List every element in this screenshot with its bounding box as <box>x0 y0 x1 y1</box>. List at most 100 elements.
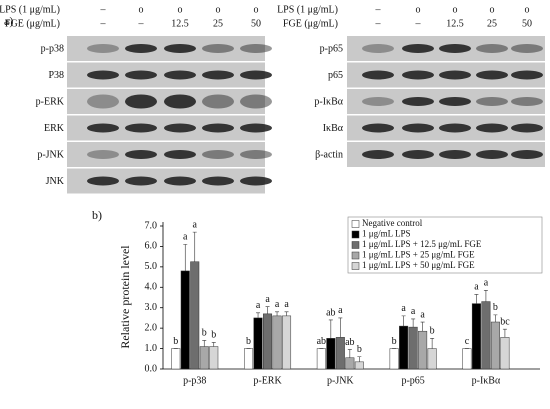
significance-letter: a <box>284 299 289 310</box>
significance-letter: ab <box>317 336 326 347</box>
bar <box>418 330 428 370</box>
error-bar <box>483 290 488 302</box>
error-bar <box>411 318 416 328</box>
legend-swatch <box>351 241 360 249</box>
blot-band <box>125 70 157 80</box>
error-bar <box>401 315 406 327</box>
blot-band <box>511 70 543 80</box>
error-bar <box>211 342 216 347</box>
blot-band <box>125 44 157 53</box>
bar <box>471 303 481 370</box>
y-tick-label: 5.0 <box>145 261 158 272</box>
lps-symbol: o <box>216 4 221 15</box>
blot-band <box>402 97 434 106</box>
significance-letter: b <box>493 302 498 313</box>
y-axis-label: Relative protein level <box>118 245 132 349</box>
bar <box>326 338 336 370</box>
bar <box>490 321 500 370</box>
blot-band <box>476 44 508 53</box>
error-bar <box>328 319 333 339</box>
fge-symbol: 50 <box>522 18 532 29</box>
bar <box>481 301 491 370</box>
blot-band <box>202 150 234 159</box>
blot-label: p65 <box>328 70 343 81</box>
legend-label: 1 μg/mL LPS <box>362 229 411 239</box>
significance-letter: b <box>357 344 362 355</box>
bar <box>244 348 254 370</box>
x-tick-label: p-p38 <box>183 375 206 386</box>
significance-letter: a <box>420 309 425 320</box>
significance-letter: a <box>256 300 261 311</box>
blot-band <box>476 150 508 159</box>
bar <box>462 348 472 370</box>
blot-label: p-JNK <box>37 149 64 160</box>
error-bar <box>338 317 343 338</box>
bar <box>209 346 219 370</box>
blot-band <box>439 150 471 159</box>
bar <box>500 337 510 370</box>
significance-letter: b <box>173 336 178 347</box>
blot-band <box>362 44 394 53</box>
blot-band <box>87 94 119 109</box>
blot-band <box>125 176 157 186</box>
blot-label: p-IκBα <box>314 96 343 107</box>
blot-band <box>125 94 157 109</box>
fge-symbol: 50 <box>251 18 261 29</box>
legend-label: 1 μg/mL LPS + 50 μg/mL FGE <box>362 260 475 270</box>
blot-band <box>402 123 434 133</box>
x-tick-label: p-ERK <box>253 375 282 386</box>
error-bar <box>420 321 425 332</box>
significance-letter: ab <box>345 337 354 348</box>
panel-label: a) <box>4 14 13 28</box>
bar <box>399 325 409 370</box>
blot-band <box>87 150 119 159</box>
significance-letter: ab <box>326 307 335 318</box>
blot-band <box>439 70 471 80</box>
significance-letter: a <box>474 282 479 293</box>
bar <box>335 337 345 370</box>
error-bar <box>502 328 507 338</box>
bar <box>316 348 326 370</box>
significance-letter: a <box>193 219 198 230</box>
error-bar <box>284 311 289 316</box>
blot-band <box>511 44 543 53</box>
blot-band <box>402 44 434 53</box>
y-tick-label: 7.0 <box>145 220 158 231</box>
bar <box>389 348 399 370</box>
blot-label: p-p38 <box>41 43 64 54</box>
lps-label: LPS (1 μg/mL) <box>277 4 338 15</box>
bar <box>180 270 190 370</box>
fge-symbol: – <box>375 18 382 29</box>
significance-letter: b <box>202 328 207 339</box>
blot-band <box>511 97 543 106</box>
fge-label: FGE (μg/mL) <box>5 18 60 29</box>
lps-symbol: o <box>178 4 183 15</box>
blot-band <box>240 94 272 109</box>
blot-band <box>402 150 434 159</box>
blot-band <box>240 44 272 53</box>
blot-band <box>87 123 119 133</box>
blot-band <box>511 150 543 159</box>
bar <box>190 261 200 370</box>
x-tick-label: p-p65 <box>401 375 424 386</box>
significance-letter: bc <box>500 316 510 327</box>
lps-symbol: o <box>453 4 458 15</box>
blot-band <box>164 70 196 80</box>
y-tick-label: 1.0 <box>145 343 158 354</box>
error-bar <box>183 244 188 271</box>
blot-label: p-p65 <box>320 43 343 54</box>
significance-letter: b <box>211 330 216 341</box>
blot-band <box>87 176 119 186</box>
error-bar <box>357 356 362 362</box>
legend-label: 1 μg/mL LPS + 25 μg/mL FGE <box>362 250 475 260</box>
error-bar <box>493 314 498 323</box>
y-tick-label: 3.0 <box>145 302 158 313</box>
fge-symbol: – <box>100 18 107 29</box>
fge-symbol: 12.5 <box>171 18 189 29</box>
blot-band <box>476 97 508 106</box>
bar <box>282 315 292 370</box>
blot-band <box>362 97 394 106</box>
significance-letter: a <box>265 294 270 305</box>
blot-band <box>402 70 434 80</box>
significance-letter: c <box>465 336 470 347</box>
